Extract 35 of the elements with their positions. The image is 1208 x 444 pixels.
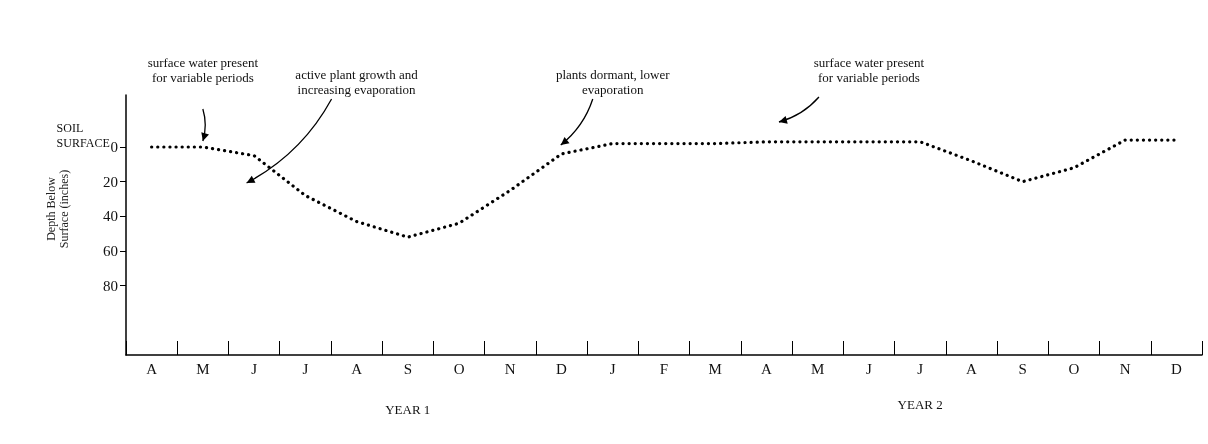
y-tick-label: 60 — [103, 243, 118, 259]
annotation: plants dormant, lower evaporation — [555, 67, 671, 97]
x-tick-label: J — [917, 360, 924, 377]
x-tick-label: J — [609, 360, 616, 377]
x-tick-label: J — [866, 360, 873, 377]
annotation: active plant growth and increasing evaporation — [294, 67, 419, 97]
x-tick-label: D — [556, 360, 568, 377]
y-tick-label: 80 — [103, 277, 118, 294]
text: SOIL SURFACE — [56, 121, 110, 150]
x-tick-label: A — [351, 360, 363, 377]
x-tick-label: J — [302, 360, 309, 377]
x-tick-label: N — [504, 360, 516, 377]
y-axis-title: Depth Below Surface (inches) — [44, 169, 71, 251]
text: YEAR 1 — [384, 402, 432, 417]
x-tick-label: A — [146, 360, 158, 377]
x-tick-label: M — [708, 360, 722, 377]
text: surface water present for variable periods — [146, 55, 259, 85]
x-tick-label: M — [196, 360, 210, 377]
x-tick-label: O — [453, 360, 465, 377]
x-tick-label: F — [659, 360, 669, 377]
text: YEAR 2 — [896, 397, 944, 412]
line-series — [150, 138, 1178, 239]
y-tick-label: 0 — [110, 139, 118, 155]
x-tick-label: M — [811, 360, 825, 377]
text: surface water present for variable periods — [812, 55, 925, 85]
y-tick-label: 40 — [103, 208, 118, 225]
x-tick-label: S — [1018, 360, 1027, 377]
x-tick-label: D — [1170, 360, 1182, 377]
x-tick-label: A — [966, 360, 978, 377]
y-tick-label: 20 — [103, 173, 118, 190]
x-tick-label: J — [251, 360, 258, 377]
x-tick-label: O — [1068, 360, 1080, 377]
x-tick-label: N — [1119, 360, 1131, 377]
x-tick-label: A — [761, 360, 773, 377]
x-tick-label: S — [403, 360, 412, 377]
